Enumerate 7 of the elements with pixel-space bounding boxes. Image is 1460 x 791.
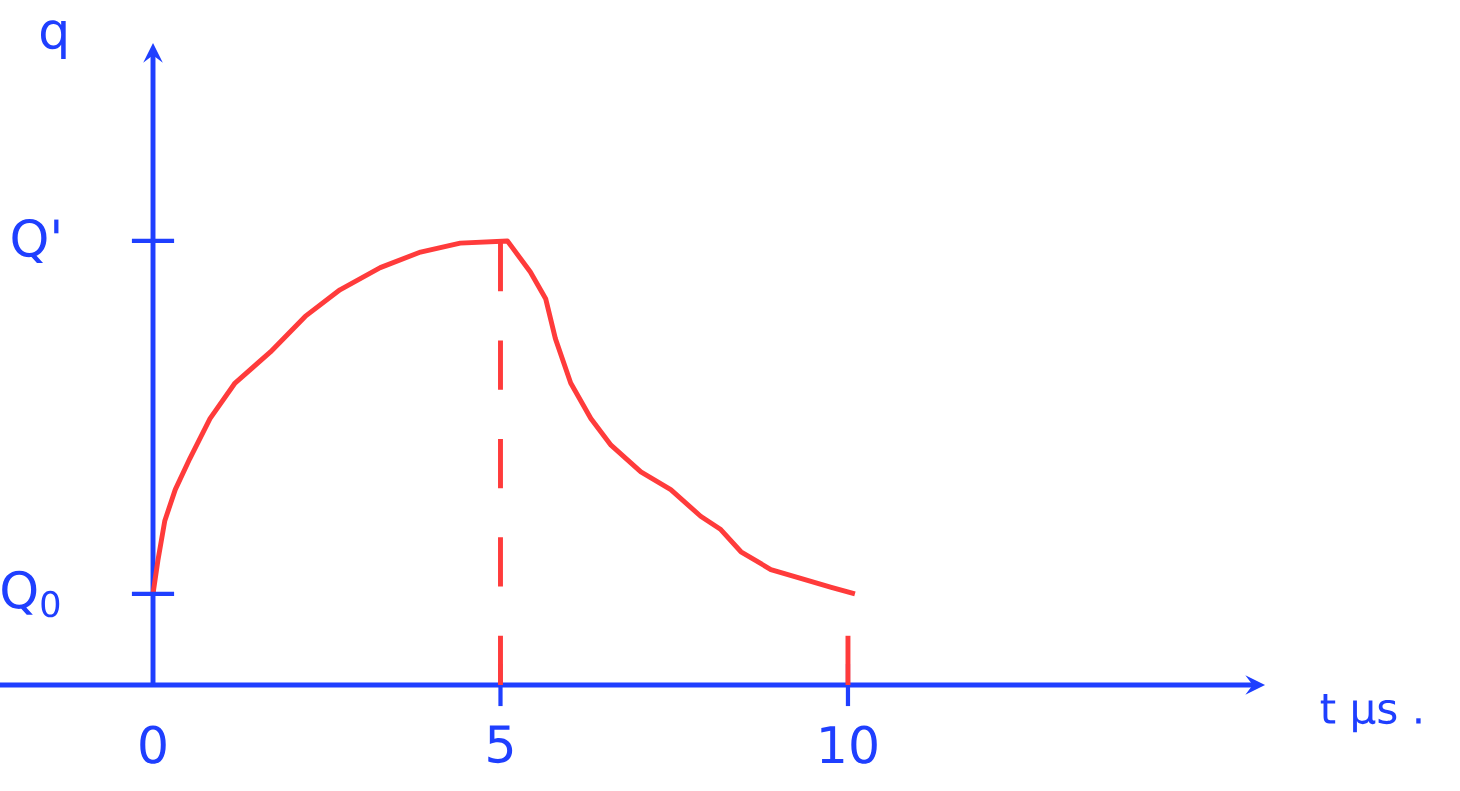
text: Q' (12, 218, 59, 263)
annotation: Q$_{0}$ (2, 570, 60, 618)
x-tick-label: 0 (140, 725, 166, 764)
x-tick-label: 5 (488, 725, 513, 764)
x-axis-title: t μs . (1320, 693, 1421, 733)
y-axis-title: q (40, 20, 66, 60)
x-tick-label: 10 (821, 725, 877, 764)
